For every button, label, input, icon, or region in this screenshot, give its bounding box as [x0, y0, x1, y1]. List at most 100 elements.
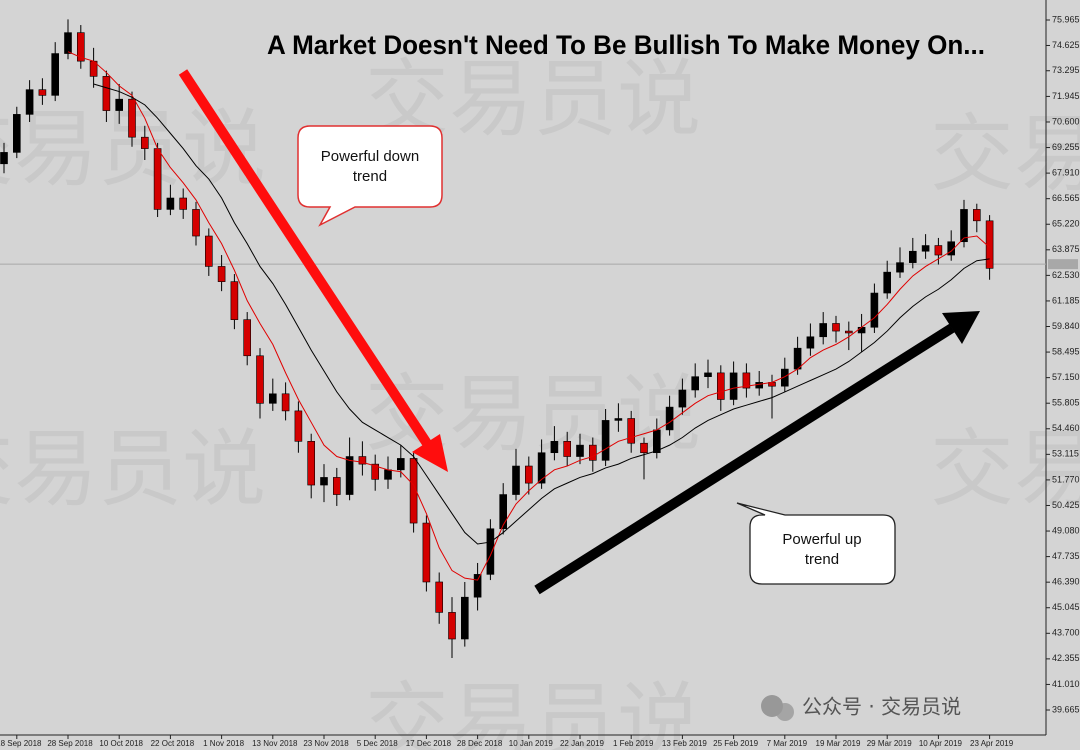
y-tick-label: 43.700 [1052, 628, 1080, 638]
y-tick-label: 70.600 [1052, 116, 1080, 126]
candle-body [486, 528, 495, 575]
candle-body [691, 376, 700, 391]
callout-up: Powerful up trend [736, 502, 896, 585]
candle-body [153, 148, 162, 210]
x-tick-label: 28 Dec 2018 [457, 739, 503, 748]
candle-body [960, 209, 968, 243]
footer-text: 公众号 · 交易员说 [802, 695, 961, 719]
y-tick-label: 66.565 [1052, 193, 1080, 203]
x-tick-label: 10 Apr 2019 [919, 739, 963, 748]
candle-body [256, 355, 264, 404]
candle-body [755, 382, 764, 389]
candle-body [396, 458, 405, 471]
candle-body [844, 330, 853, 334]
callout-text: Powerful up [782, 531, 861, 548]
y-tick-label: 46.390 [1052, 577, 1080, 587]
x-tick-label: 5 Dec 2018 [357, 739, 398, 748]
candle-body [908, 250, 917, 263]
y-tick-label: 49.080 [1052, 525, 1080, 535]
x-tick-label: 22 Jan 2019 [560, 739, 605, 748]
candle-body [13, 114, 21, 153]
candle-body [371, 463, 380, 480]
callout-text: Powerful down [321, 148, 419, 165]
y-tick-label: 50.425 [1052, 500, 1080, 510]
y-tick-label: 65.220 [1052, 219, 1080, 229]
callout-down: Powerful down trend [297, 125, 443, 227]
candle-body [128, 98, 136, 138]
callout-text: trend [805, 551, 839, 568]
y-tick-label: 42.355 [1052, 653, 1080, 663]
candle-body [115, 98, 123, 111]
y-tick-label: 55.805 [1052, 398, 1080, 408]
y-tick-label: 41.010 [1052, 679, 1080, 689]
y-tick-label: 67.910 [1052, 167, 1080, 177]
watermark: 交易员说 [0, 420, 266, 518]
candle-body [51, 53, 60, 96]
candle-body [345, 456, 354, 495]
candle-body [435, 581, 444, 613]
candle-body [243, 319, 251, 357]
candle-body [320, 477, 328, 486]
candle-body [576, 444, 584, 457]
candle-body [25, 89, 34, 115]
candle-body [409, 458, 418, 524]
watermark: 交易员说 [930, 420, 1080, 518]
candle-body [832, 323, 840, 332]
x-tick-label: 13 Feb 2019 [662, 739, 707, 748]
y-tick-label: 61.185 [1052, 295, 1080, 305]
x-tick-label: 1 Nov 2018 [203, 739, 244, 748]
y-tick-label: 45.045 [1052, 602, 1080, 612]
y-tick-label: 57.150 [1052, 372, 1080, 382]
y-tick-label: 69.255 [1052, 142, 1080, 152]
candle-body [294, 410, 303, 442]
y-tick-label: 63.875 [1052, 244, 1080, 254]
callout-text: trend [353, 168, 387, 185]
candle-body [512, 465, 520, 495]
watermark: 交易员说 [365, 673, 701, 750]
candle-body [281, 393, 290, 412]
price-marker [1048, 259, 1078, 270]
moving-average [67, 51, 990, 581]
x-tick-label: 29 Mar 2019 [867, 739, 912, 748]
candle-body [716, 372, 725, 400]
candle-body [857, 326, 866, 334]
candle-body [422, 522, 431, 583]
watermark: 交易员说 [930, 105, 1080, 203]
candle-body [819, 323, 828, 338]
candle-body [780, 368, 789, 387]
y-tick-label: 71.945 [1052, 91, 1080, 101]
candle-body [141, 136, 149, 149]
candle-body [627, 418, 636, 444]
y-tick-label: 54.460 [1052, 423, 1080, 433]
x-tick-label: 1 Feb 2019 [613, 739, 654, 748]
candle-body [205, 235, 213, 267]
x-tick-label: 13 Nov 2018 [252, 739, 298, 748]
candle-body [102, 76, 111, 111]
up-arrow [534, 311, 980, 595]
candle-body [0, 152, 8, 165]
candle-body [972, 209, 981, 222]
x-tick-label: 28 Sep 2018 [47, 739, 93, 748]
y-tick-label: 39.665 [1052, 704, 1080, 714]
y-tick-label: 59.840 [1052, 321, 1080, 331]
y-tick-label: 58.495 [1052, 346, 1080, 356]
candle-body [704, 372, 712, 377]
x-tick-label: 17 Dec 2018 [406, 739, 452, 748]
x-tick-label: 23 Nov 2018 [303, 739, 349, 748]
x-tick-label: 18 Sep 2018 [0, 739, 42, 748]
candle-body [806, 336, 815, 349]
plot [0, 19, 1046, 659]
candle-body [947, 241, 956, 256]
candle-body [550, 441, 559, 454]
candle-body [217, 266, 226, 282]
footer: 公众号 · 交易员说 [761, 695, 961, 721]
candle-body [883, 271, 892, 294]
candle-body [870, 292, 879, 328]
candle-body [358, 456, 367, 465]
candle-body [268, 393, 277, 404]
x-tick-label: 10 Jan 2019 [509, 739, 554, 748]
y-tick-label: 73.295 [1052, 65, 1080, 75]
candle-body [460, 596, 469, 640]
